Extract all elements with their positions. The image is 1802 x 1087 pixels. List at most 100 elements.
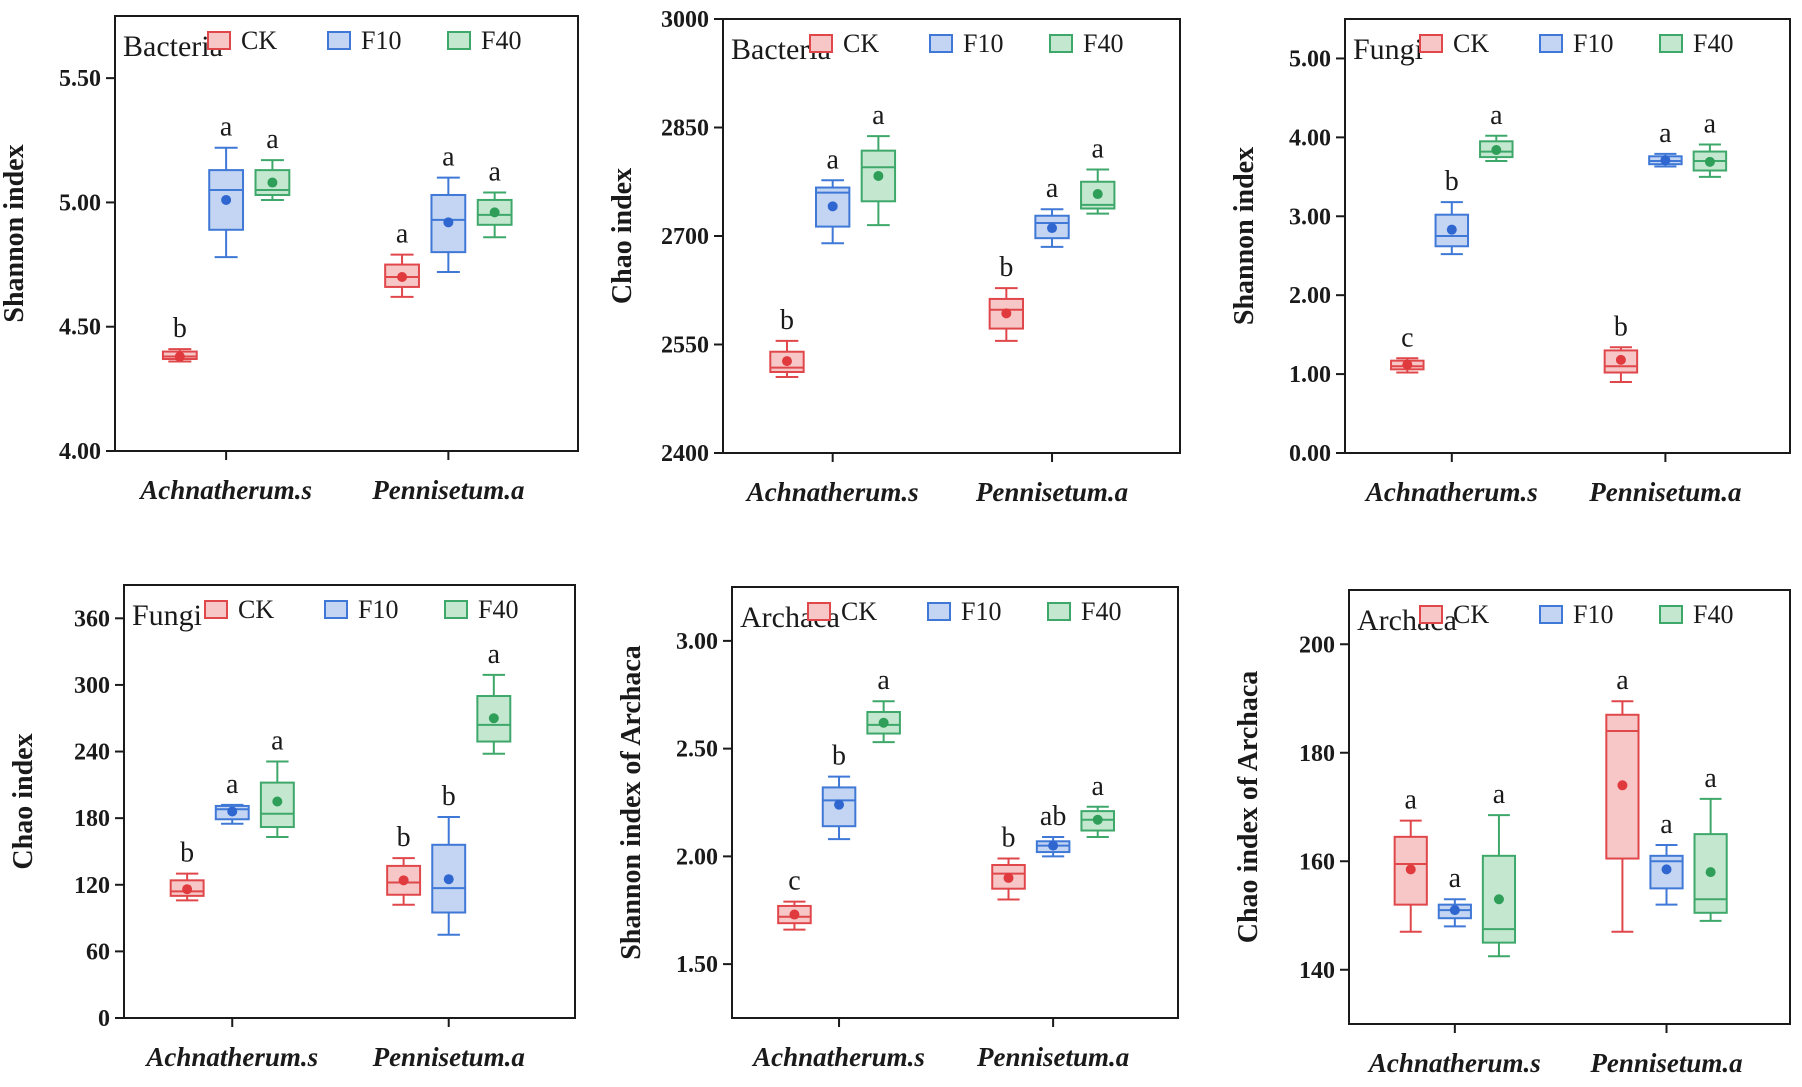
x-category-label: Achnatherum.s [144,1042,318,1072]
legend-label-f10: F10 [1573,600,1613,629]
legend-swatch-f40 [1049,34,1073,53]
legend-label-f10: F10 [358,595,398,624]
box-ck: b [769,305,805,379]
box-f40: a [1080,771,1115,838]
mean-point [1491,144,1502,155]
y-tick-label: 4.50 [59,315,101,341]
legend-label-ck: CK [841,597,877,626]
legend-label-ck: CK [1453,600,1489,629]
significance-label: a [1704,763,1717,794]
x-category-label: Achnatherum.s [1367,1048,1541,1078]
y-tick-label: 2.50 [676,737,718,763]
box-f10: b [431,781,467,936]
mean-point [398,875,409,886]
significance-label: a [488,156,501,187]
box-f10: a [214,769,250,825]
significance-label: b [780,305,794,336]
box-ck: b [161,313,198,363]
legend-label-f40: F40 [1693,600,1733,629]
box-f40: a [259,726,295,839]
box-f40: a [1692,108,1728,178]
y-tick-label: 180 [74,806,110,832]
x-category-label: Achnatherum.s [745,477,919,507]
mean-point [174,351,185,362]
y-tick-label: 3000 [661,7,709,33]
chart-panel-4: 0 60 120 180 240 300 360 Chao index Fungi CK F10 F4… [8,584,576,1072]
box-ck: c [1390,322,1425,374]
box-ck: b [991,823,1026,901]
mean-point [1047,223,1058,234]
box-ck: a [1605,665,1640,933]
mean-point [227,806,238,817]
plot-frame [1344,18,1791,454]
legend-swatch-f10 [929,34,953,53]
x-category-label: Pennisetum.a [975,477,1128,507]
mean-point [1704,156,1715,167]
box-ck: b [1603,311,1639,383]
legend-swatch-ck [207,31,231,50]
box-f40: a [866,665,901,744]
box-f10: a [1648,118,1683,168]
legend-swatch-f40 [444,600,468,619]
significance-label: b [173,313,187,344]
x-category-label: Achnatherum.s [751,1042,925,1072]
box-ck: b [386,822,422,906]
mean-point [834,799,845,810]
legend-swatch-ck [1419,34,1443,53]
x-category-label: Pennisetum.a [1588,477,1741,507]
significance-label: a [1092,771,1105,802]
chart-panel-1: 4.00 4.50 5.00 5.50 Shannon index Bacteria CK F… [0,15,579,505]
legend-label-ck: CK [238,595,274,624]
significance-label: b [1002,823,1016,854]
mean-point [443,217,454,228]
mean-point [1615,354,1626,365]
y-tick-label: 3.00 [1289,204,1331,230]
y-tick-label: 1.50 [676,952,718,978]
legend-label-f40: F40 [481,26,521,55]
mean-point [221,194,232,205]
mean-point [1661,864,1672,875]
legend-swatch-ck [807,602,831,621]
y-tick-label: 200 [1299,632,1335,658]
mean-point [1617,780,1628,791]
box-ck: a [384,219,420,298]
box-f40: a [476,639,512,755]
significance-label: b [397,822,411,853]
box-f10: b [821,741,857,841]
significance-label: a [1046,173,1059,204]
legend-label-ck: CK [241,26,277,55]
y-tick-label: 5.00 [1289,46,1331,72]
mean-point [1449,905,1460,916]
y-axis-label: Chao index [8,733,39,869]
mean-point [267,177,278,188]
mean-point [182,884,193,895]
legend-label-ck: CK [843,29,879,58]
mean-point [878,717,889,728]
panel-title: Fungi [1353,33,1423,66]
x-category-label: Pennisetum.a [976,1042,1129,1072]
box-f40: a [254,124,291,201]
y-tick-label: 2700 [661,224,709,250]
significance-label: b [999,252,1013,283]
significance-label: a [271,726,284,757]
box-ck: b [988,252,1025,342]
chart-panel-5: 1.50 2.00 2.50 3.00 Shannon index of Archaca… [616,586,1179,1072]
mean-point [1705,867,1716,878]
legend-swatch-ck [204,600,228,619]
y-tick-label: 360 [74,606,110,632]
significance-label: c [788,866,800,897]
significance-label: a [396,219,409,250]
significance-label: ab [1040,801,1066,832]
box-f10: a [208,112,245,259]
mean-point [397,272,408,282]
y-axis-label: Shannon index [1229,147,1260,325]
mean-point [1405,864,1416,875]
panel-title: Bacteria [123,30,223,63]
y-tick-label: 120 [74,873,110,899]
legend-swatch-f40 [447,31,471,50]
y-tick-label: 2.00 [1289,283,1331,309]
legend-swatch-f10 [327,31,351,50]
significance-label: c [1401,322,1413,353]
